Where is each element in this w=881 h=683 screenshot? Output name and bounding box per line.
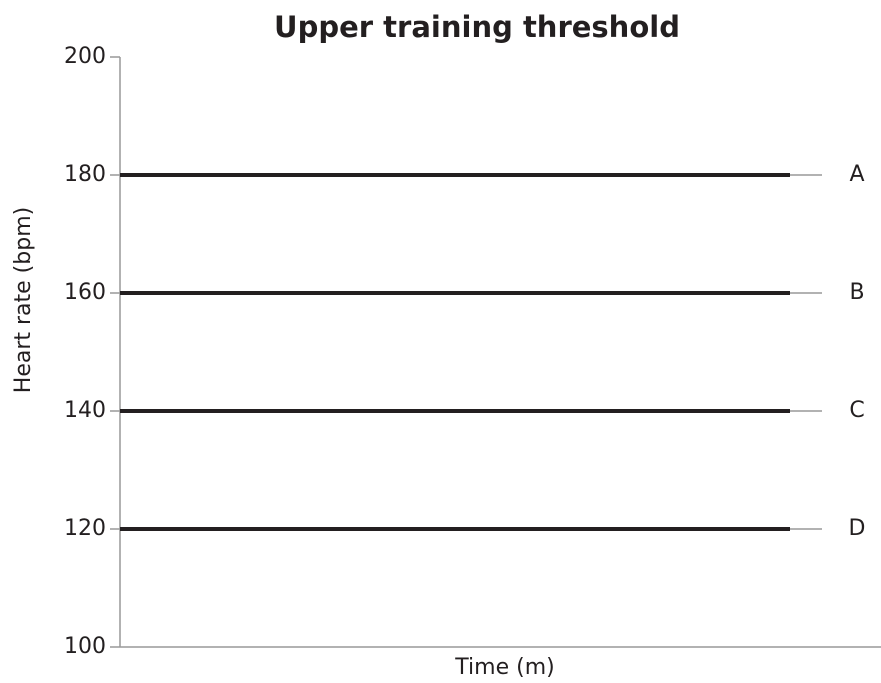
y-tick-label: 120: [64, 516, 106, 541]
line-label: C: [849, 398, 864, 423]
y-axis-label: Heart rate (bpm): [11, 207, 36, 393]
y-tick-label: 100: [64, 634, 106, 659]
y-tick-label: 140: [64, 398, 106, 423]
x-axis-label: Time (m): [454, 655, 554, 680]
chart-title: Upper training threshold: [274, 10, 680, 44]
line-label: B: [849, 280, 864, 305]
y-tick-label: 180: [64, 162, 106, 187]
y-tick-label: 200: [64, 44, 106, 69]
line-label: A: [849, 162, 864, 187]
y-tick-label: 160: [64, 280, 106, 305]
line-label: D: [849, 516, 866, 541]
